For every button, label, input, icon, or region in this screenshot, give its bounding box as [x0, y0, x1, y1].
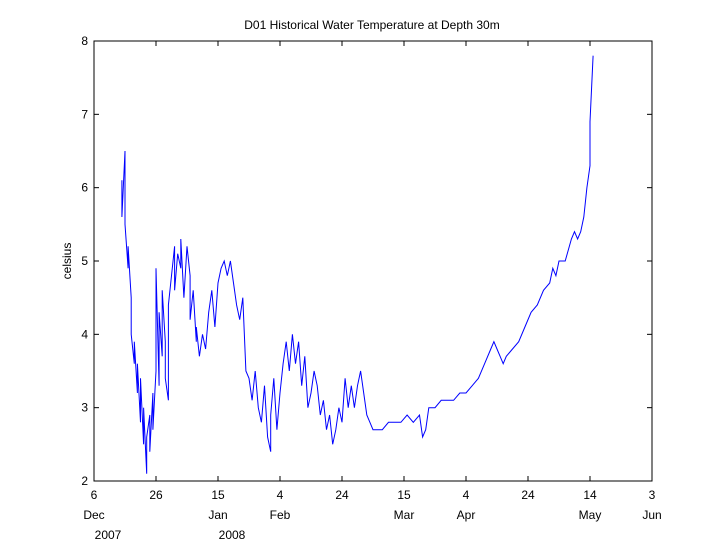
x-tick-label: 15 — [211, 488, 225, 502]
x-month-label: Feb — [270, 508, 291, 522]
x-tick-label: 4 — [463, 488, 470, 502]
y-tick-label: 7 — [81, 107, 88, 121]
x-tick-label: 24 — [335, 488, 349, 502]
y-axis-ticks: 2 3 4 5 6 7 8 — [81, 34, 652, 488]
x-month-label: Jun — [642, 508, 661, 522]
y-tick-label: 5 — [81, 254, 88, 268]
y-tick-label: 4 — [81, 327, 88, 341]
x-tick-label: 15 — [397, 488, 411, 502]
x-month-label: Mar — [394, 508, 415, 522]
x-tick-label: 3 — [649, 488, 656, 502]
x-year-label: 2008 — [219, 528, 246, 540]
x-tick-label: 14 — [583, 488, 597, 502]
y-tick-label: 8 — [81, 34, 88, 48]
x-month-label: May — [579, 508, 602, 522]
x-month-label: Apr — [457, 508, 476, 522]
x-year-label: 2007 — [95, 528, 122, 540]
y-axis-label: celsius — [60, 243, 74, 280]
x-month-label: Dec — [83, 508, 104, 522]
x-month-label: Jan — [208, 508, 227, 522]
x-tick-label: 26 — [149, 488, 163, 502]
plot-frame — [93, 40, 653, 482]
y-tick-label: 6 — [81, 181, 88, 195]
temperature-series-line — [121, 55, 594, 474]
x-tick-label: 4 — [277, 488, 284, 502]
y-tick-label: 2 — [81, 474, 88, 488]
x-tick-label: 24 — [521, 488, 535, 502]
chart-title: D01 Historical Water Temperature at Dept… — [244, 18, 499, 32]
y-tick-label: 3 — [81, 401, 88, 415]
x-tick-label: 6 — [91, 488, 98, 502]
